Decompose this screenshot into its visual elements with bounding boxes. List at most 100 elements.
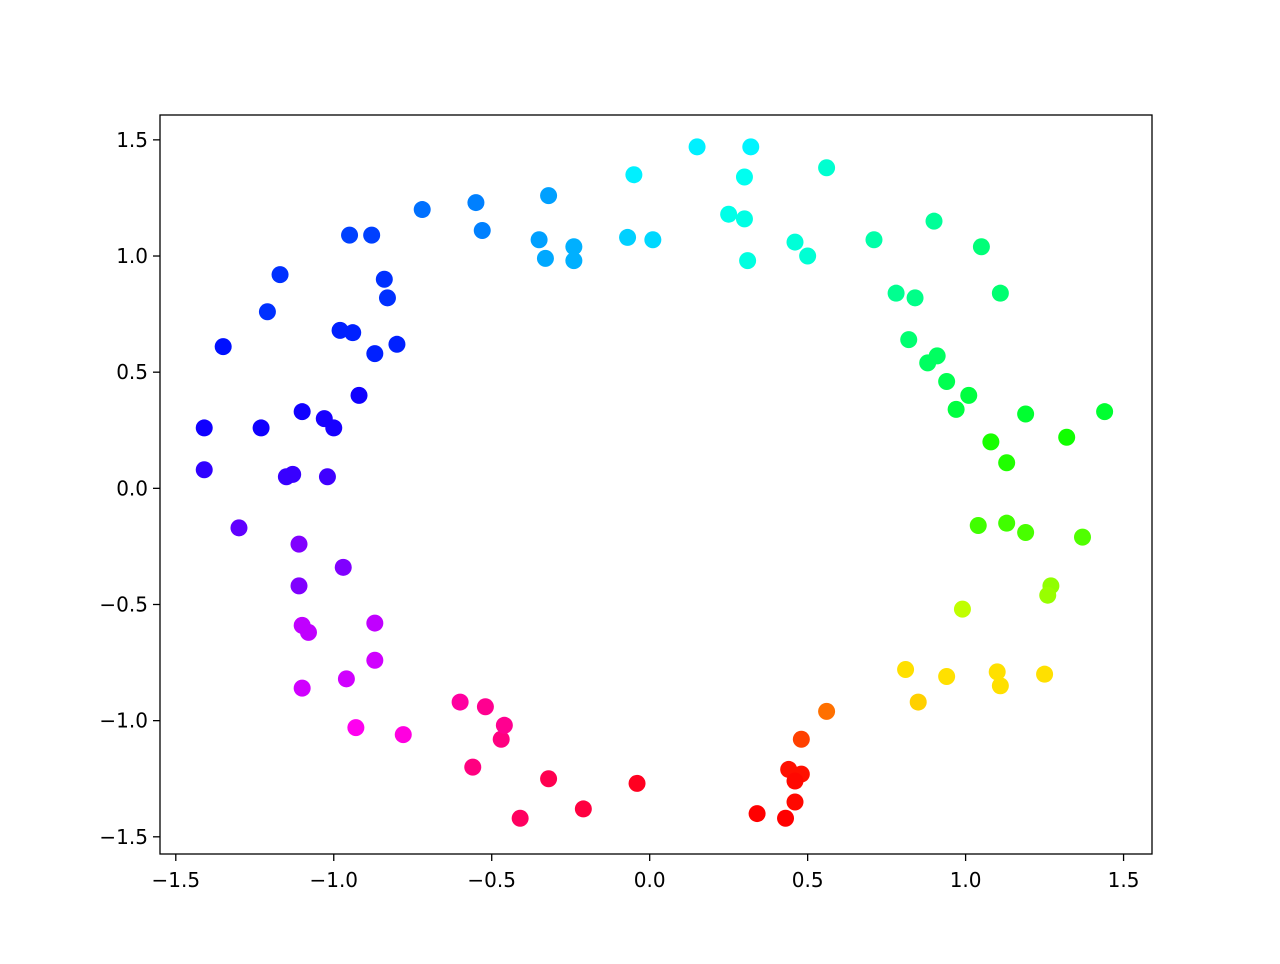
point: [540, 770, 558, 788]
point: [742, 138, 760, 156]
point: [284, 465, 302, 483]
point: [195, 461, 213, 479]
point: [1058, 428, 1076, 446]
point: [366, 614, 384, 632]
point: [230, 519, 248, 537]
point: [938, 668, 956, 686]
point: [969, 517, 987, 535]
point: [540, 187, 558, 205]
point: [739, 252, 757, 270]
point: [947, 400, 965, 418]
y-tick-label: −0.5: [99, 592, 148, 616]
point: [972, 238, 990, 256]
point: [258, 303, 276, 321]
point: [938, 372, 956, 390]
point: [982, 433, 1000, 451]
point: [953, 600, 971, 618]
point: [735, 168, 753, 186]
point: [388, 335, 406, 353]
point: [565, 252, 583, 270]
point: [375, 270, 393, 288]
point: [451, 693, 469, 711]
point: [748, 805, 766, 823]
point: [735, 210, 753, 228]
y-tick-label: 0.0: [116, 476, 148, 500]
point: [530, 231, 548, 249]
point: [574, 800, 592, 818]
point: [473, 221, 491, 239]
point: [799, 247, 817, 265]
point: [1073, 528, 1091, 546]
point: [252, 419, 270, 437]
x-tick-label: −1.0: [309, 868, 358, 892]
point: [536, 249, 554, 267]
point: [1036, 665, 1054, 683]
y-tick-label: −1.5: [99, 825, 148, 849]
point: [786, 233, 804, 251]
axes-frame: [159, 114, 1153, 855]
point: [195, 419, 213, 437]
point: [1039, 586, 1057, 604]
y-tick-label: 1.0: [116, 244, 148, 268]
point: [688, 138, 706, 156]
point: [777, 809, 795, 827]
point: [925, 212, 943, 230]
x-tick-label: 0.5: [792, 868, 824, 892]
point: [998, 514, 1016, 532]
point: [988, 663, 1006, 681]
point: [363, 226, 381, 244]
point: [476, 698, 494, 716]
point: [1096, 403, 1114, 421]
point: [347, 719, 365, 737]
point: [792, 730, 810, 748]
point: [919, 354, 937, 372]
x-tick-label: −0.5: [467, 868, 516, 892]
point: [511, 809, 529, 827]
point: [350, 386, 368, 404]
point: [366, 651, 384, 669]
point: [464, 758, 482, 776]
x-tick-label: 1.0: [950, 868, 982, 892]
x-tick-label: −1.5: [152, 868, 201, 892]
point: [366, 345, 384, 363]
point: [900, 331, 918, 349]
point: [495, 716, 513, 734]
point: [619, 228, 637, 246]
point: [998, 454, 1016, 472]
y-tick-label: −1.0: [99, 709, 148, 733]
point: [897, 661, 915, 679]
point: [318, 468, 336, 486]
point: [960, 386, 978, 404]
point: [299, 623, 317, 641]
point: [865, 231, 883, 249]
y-tick-label: 0.5: [116, 360, 148, 384]
point: [818, 702, 836, 720]
point: [818, 159, 836, 177]
point: [492, 730, 510, 748]
point: [394, 726, 412, 744]
point: [214, 338, 232, 356]
point: [909, 693, 927, 711]
point: [290, 577, 308, 595]
point: [467, 194, 485, 212]
x-tick-label: 1.5: [1108, 868, 1140, 892]
point: [344, 324, 362, 342]
point: [331, 321, 349, 339]
point: [293, 679, 311, 697]
point: [628, 774, 646, 792]
point: [341, 226, 359, 244]
point: [991, 677, 1009, 695]
point: [271, 266, 289, 284]
point: [334, 558, 352, 576]
point: [1017, 405, 1035, 423]
point: [991, 284, 1009, 302]
point: [786, 793, 804, 811]
point: [644, 231, 662, 249]
point: [413, 201, 431, 219]
point: [1017, 523, 1035, 541]
point: [906, 289, 924, 307]
point: [625, 166, 643, 184]
y-tick-label: 1.5: [116, 128, 148, 152]
